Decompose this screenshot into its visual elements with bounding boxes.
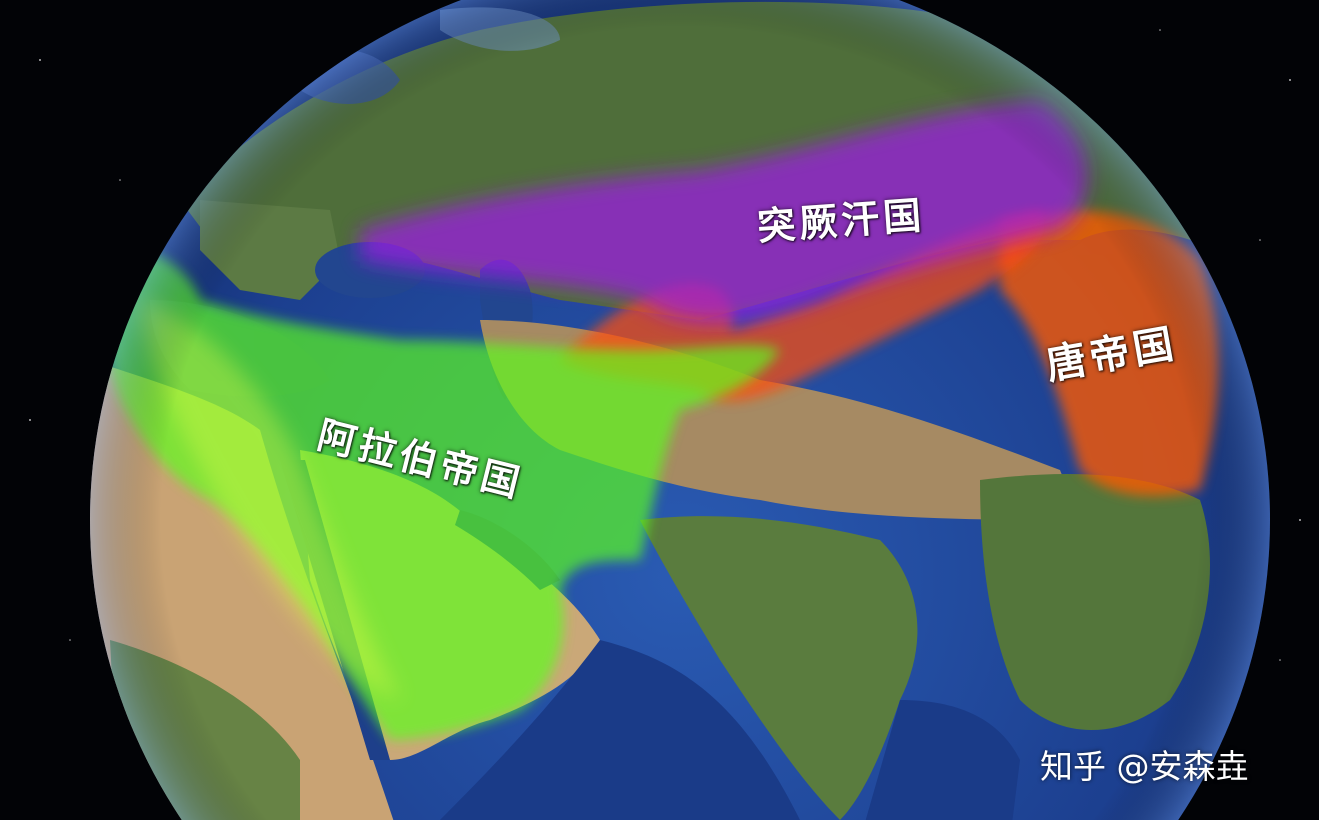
turkic-khaganate-label: 突厥汗国	[755, 192, 927, 249]
watermark: 知乎 @安森垚	[1040, 747, 1249, 786]
